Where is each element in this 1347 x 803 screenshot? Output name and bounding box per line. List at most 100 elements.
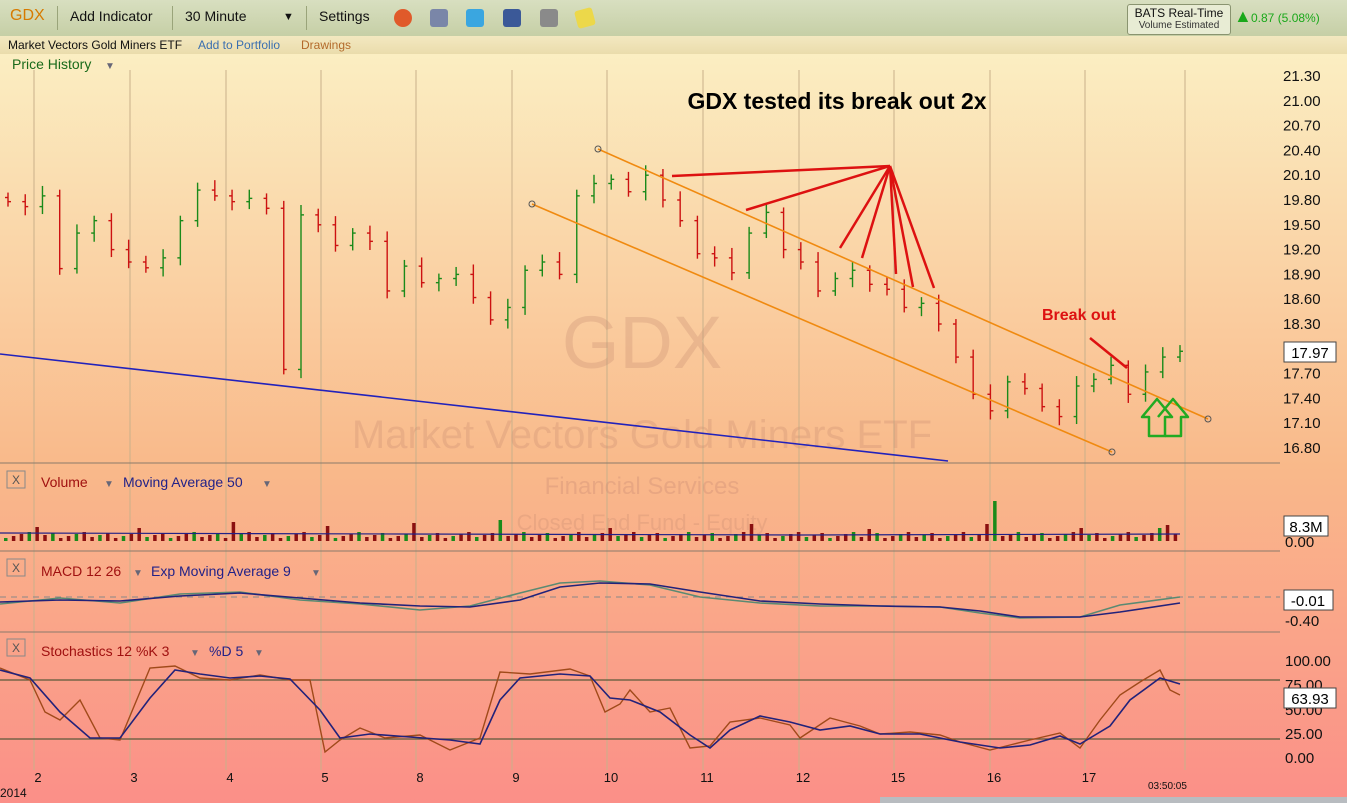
price-candle (211, 180, 218, 201)
volume-bar (969, 537, 974, 541)
chevron-down-icon[interactable]: ▼ (283, 11, 294, 23)
watermark-name: Market Vectors Gold Miners ETF (352, 413, 932, 457)
up-arrow-icon (1140, 397, 1190, 438)
volume-bar (388, 538, 393, 541)
note-icon[interactable] (573, 6, 597, 30)
close-icon[interactable] (6, 558, 26, 577)
chevron-down-icon[interactable]: ▼ (254, 648, 264, 659)
volume-bar (1048, 538, 1052, 541)
chevron-down-icon[interactable]: ▼ (133, 568, 143, 579)
alarm-clock-icon[interactable] (394, 9, 412, 27)
volume-ma-label[interactable]: Moving Average 50 (123, 474, 243, 490)
volume-bar (1165, 525, 1170, 541)
symbol-field[interactable]: GDX (10, 7, 45, 24)
price-tick-label: 19.20 (1283, 242, 1321, 259)
volume-bar (600, 533, 605, 541)
chevron-down-icon[interactable]: ▼ (311, 568, 321, 579)
macd-label[interactable]: MACD 12 26 (41, 563, 121, 579)
trendline-handle[interactable] (1108, 448, 1116, 456)
volume-bar (490, 533, 495, 541)
volume-bar (522, 532, 526, 541)
trendline-handle[interactable] (528, 200, 536, 208)
close-icon[interactable] (6, 638, 26, 657)
chevron-down-icon[interactable]: ▼ (104, 479, 114, 490)
price-tick-label: 20.10 (1283, 167, 1321, 184)
volume-bar (773, 538, 777, 541)
volume-bar (82, 532, 86, 541)
chevron-down-icon[interactable]: ▼ (190, 648, 200, 659)
volume-bar (569, 534, 573, 541)
upper-trendline[interactable] (597, 148, 1209, 420)
volume-bar (467, 532, 471, 541)
price-candle (418, 257, 425, 288)
price-tick-label: 19.80 (1283, 192, 1321, 209)
volume-value-box (1283, 515, 1329, 537)
chart-canvas: Price History ▼ GDX Market Vectors Gold … (0, 54, 1347, 803)
volume-bar (875, 533, 879, 541)
volume-bar (812, 535, 817, 541)
volume-label[interactable]: Volume (41, 474, 88, 490)
volume-bar (255, 537, 259, 541)
volume-bar (679, 534, 683, 541)
price-candle (884, 276, 890, 296)
volume-bar (137, 528, 141, 541)
volume-bar (349, 534, 353, 541)
volume-bar (953, 534, 958, 541)
volume-bar (820, 533, 824, 541)
volume-bar (208, 535, 212, 541)
chevron-down-icon[interactable]: ▼ (262, 479, 272, 490)
x-tick-label: 2 (34, 770, 41, 785)
x-tick-label: 4 (226, 770, 233, 785)
volume-bar (35, 527, 39, 541)
volume-bar (1032, 535, 1036, 541)
macd-signal-label[interactable]: Exp Moving Average 9 (151, 563, 291, 579)
add-to-portfolio-link[interactable]: Add to Portfolio (198, 38, 281, 52)
lower-trendline[interactable] (531, 203, 1113, 453)
price-candle (780, 207, 787, 259)
facebook-icon[interactable] (503, 9, 521, 27)
volume-bar (851, 532, 856, 541)
camera-icon[interactable] (540, 9, 558, 27)
annotation-test-lines (671, 164, 1128, 369)
database-icon[interactable] (430, 9, 448, 27)
horizontal-scrollbar[interactable] (880, 797, 1347, 803)
price-history-selector[interactable]: Price History (12, 56, 91, 72)
price-candle (1021, 373, 1028, 395)
add-indicator-button[interactable]: Add Indicator (70, 8, 153, 24)
time-label: 03:50:05 (1148, 781, 1187, 792)
x-axis: 2 3 4 5 8 9 10 11 12 15 16 17 (34, 770, 1096, 785)
chevron-down-icon[interactable]: ▼ (105, 61, 115, 72)
close-icon[interactable] (6, 470, 26, 489)
volume-bar (270, 533, 275, 541)
price-candle (573, 189, 580, 284)
twitter-icon[interactable] (466, 9, 484, 27)
drawings-link[interactable]: Drawings (301, 38, 352, 52)
stochastics-tick-label: 0.00 (1285, 750, 1314, 767)
volume-value: 8.3M (1289, 519, 1322, 536)
stochastics-label[interactable]: Stochastics 12 %K 3 (41, 643, 170, 659)
volume-bar (938, 538, 942, 541)
volume-bar (341, 536, 346, 541)
price-candle (1073, 376, 1080, 425)
volume-bar (145, 537, 149, 541)
volume-bar (765, 533, 769, 541)
volume-bar (734, 534, 738, 541)
volume-bar (1016, 532, 1021, 541)
trendline-handle[interactable] (1204, 415, 1212, 423)
price-candle (1004, 375, 1011, 419)
price-tick-label: 18.30 (1283, 316, 1321, 333)
volume-bar (561, 536, 565, 541)
price-candle (608, 174, 615, 190)
volume-bar (906, 532, 911, 541)
stochastics-tick-label: 100.00 (1285, 653, 1331, 670)
volume-bar (482, 535, 487, 541)
stochastics-d-label[interactable]: %D 5 (209, 643, 243, 659)
support-line[interactable] (0, 353, 949, 462)
interval-select[interactable]: 30 Minute (185, 8, 247, 24)
volume-bar (90, 537, 94, 541)
close-icon-glyph: X (12, 473, 20, 487)
settings-button[interactable]: Settings (319, 8, 370, 24)
volume-bar (1008, 534, 1013, 541)
trendline-handle[interactable] (594, 145, 602, 153)
